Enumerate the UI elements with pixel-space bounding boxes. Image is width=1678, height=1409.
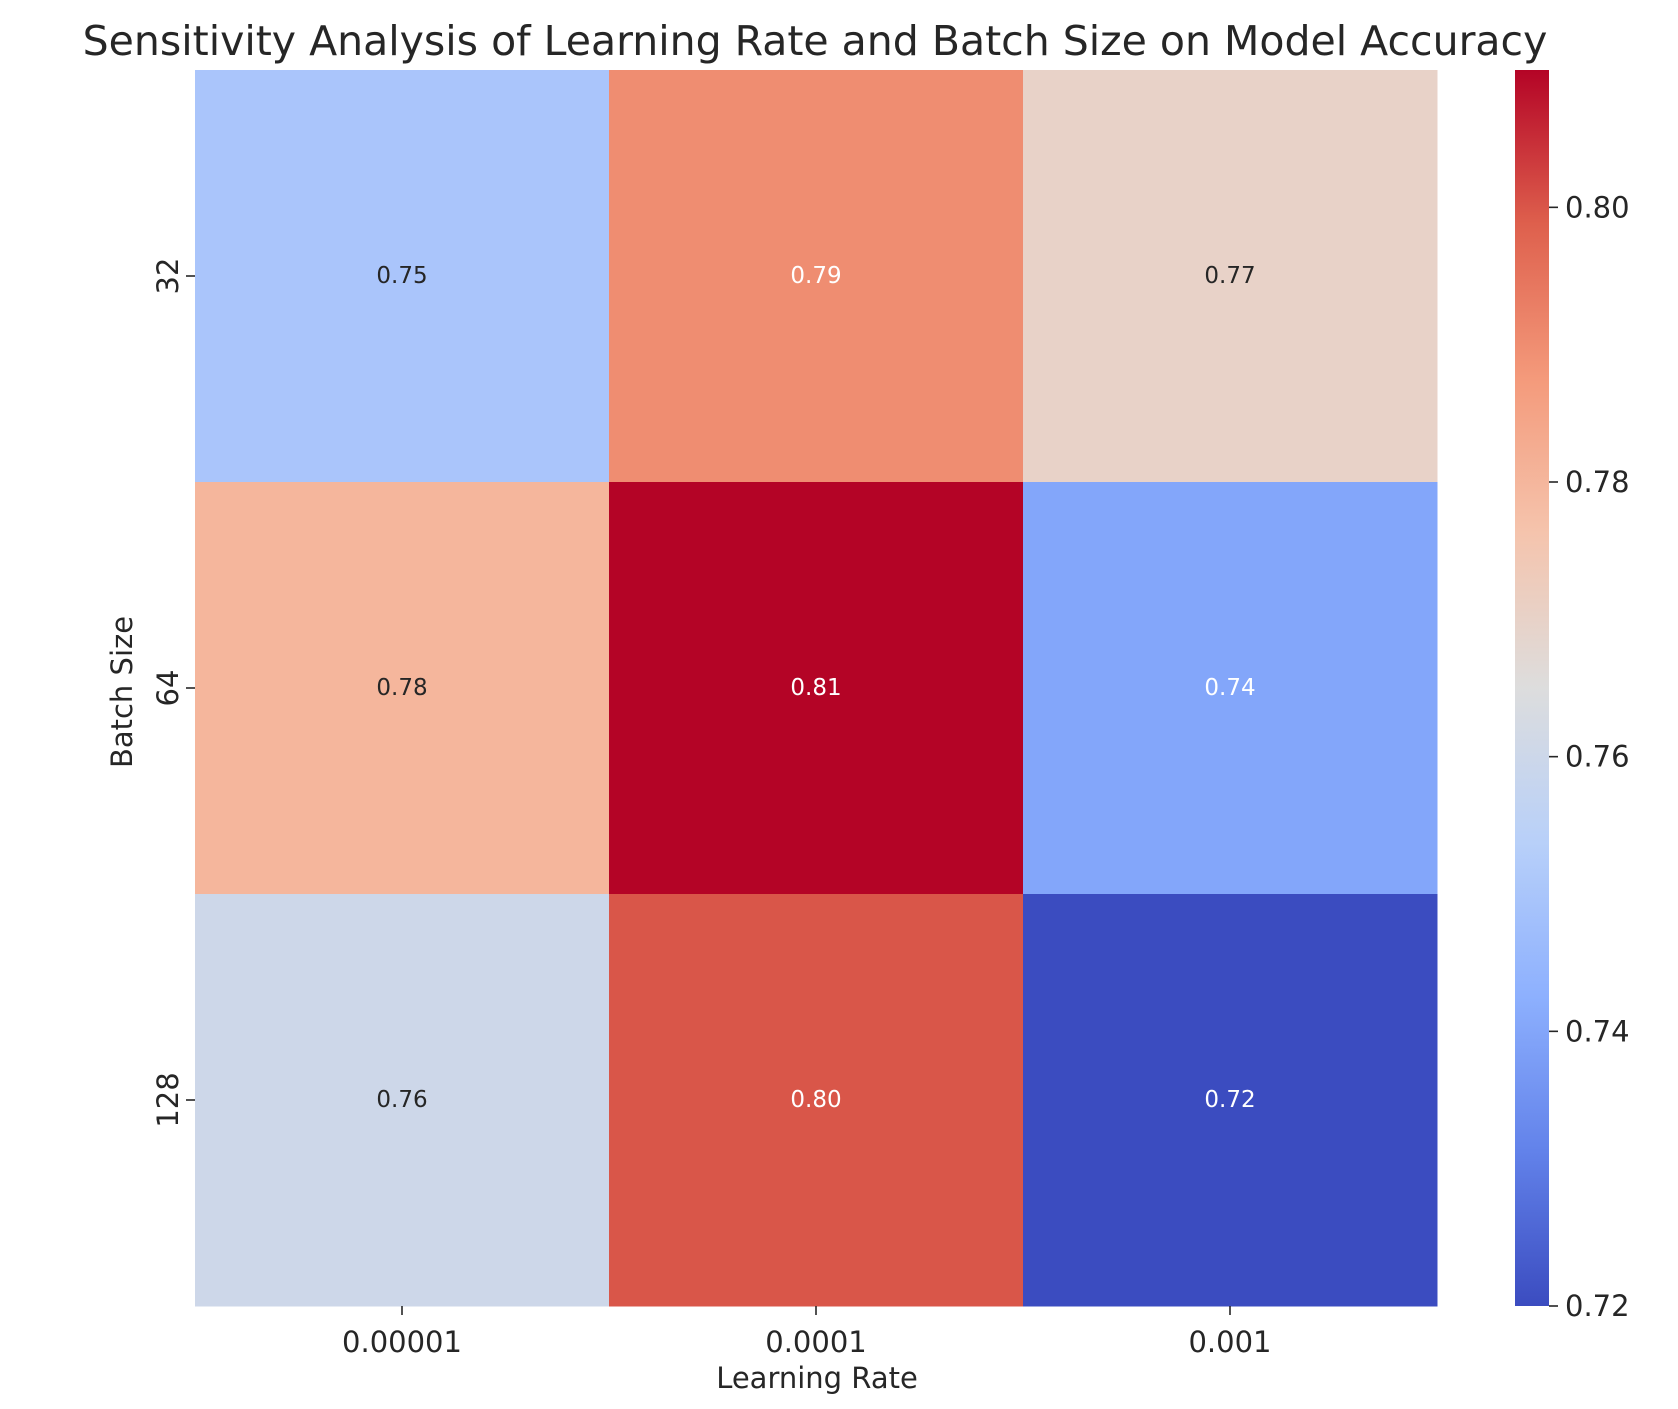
cell-value-label: 0.80 (790, 1087, 841, 1113)
colorbar-tick-label: 0.78 (1565, 465, 1630, 499)
cell-value-label: 0.72 (1204, 1087, 1255, 1113)
x-tick-label: 0.0001 (765, 1325, 866, 1359)
x-tick-label: 0.001 (1188, 1325, 1271, 1359)
heatmap-cell (609, 482, 1024, 895)
heatmap-cell (609, 70, 1024, 483)
heatmap-cell (195, 894, 610, 1307)
heatmap-cell (195, 482, 610, 895)
x-tick-label: 0.00001 (342, 1325, 462, 1359)
heatmap-cell (1023, 70, 1438, 483)
cell-value-label: 0.75 (376, 263, 427, 289)
cell-value-label: 0.79 (790, 263, 841, 289)
heatmap-cell (1023, 894, 1438, 1307)
y-tick-label: 128 (151, 1072, 185, 1127)
cell-value-label: 0.74 (1204, 675, 1255, 701)
chart-title: Sensitivity Analysis of Learning Rate an… (83, 17, 1548, 65)
y-axis-ticks: 32 64 128 (151, 258, 195, 1128)
x-axis-label: Learning Rate (716, 1361, 918, 1395)
cell-value-label: 0.77 (1204, 263, 1255, 289)
cell-value-label: 0.81 (790, 675, 841, 701)
heatmap-cell-labels: 0.75 0.79 0.77 0.78 0.81 0.74 0.76 0.80 0.72 (376, 263, 1255, 1113)
y-tick-label: 32 (151, 258, 185, 295)
cell-value-label: 0.78 (376, 675, 427, 701)
heatmap-cell (1023, 482, 1438, 895)
colorbar-tick-label: 0.80 (1565, 190, 1630, 224)
colorbar-ticks: 0.72 0.74 0.76 0.78 0.80 (1549, 190, 1630, 1323)
colorbar-tick-label: 0.76 (1565, 740, 1630, 774)
colorbar-tick-label: 0.72 (1565, 1289, 1630, 1323)
heatmap-cell (609, 894, 1024, 1307)
cell-value-label: 0.76 (376, 1087, 427, 1113)
colorbar (1515, 70, 1549, 1306)
heatmap-cells (195, 70, 1438, 1307)
x-axis-ticks: 0.00001 0.0001 0.001 (342, 1306, 1272, 1359)
colorbar-tick-label: 0.74 (1565, 1014, 1630, 1048)
y-tick-label: 64 (151, 670, 185, 707)
y-axis-label: Batch Size (105, 616, 139, 768)
heatmap-cell (195, 70, 610, 483)
